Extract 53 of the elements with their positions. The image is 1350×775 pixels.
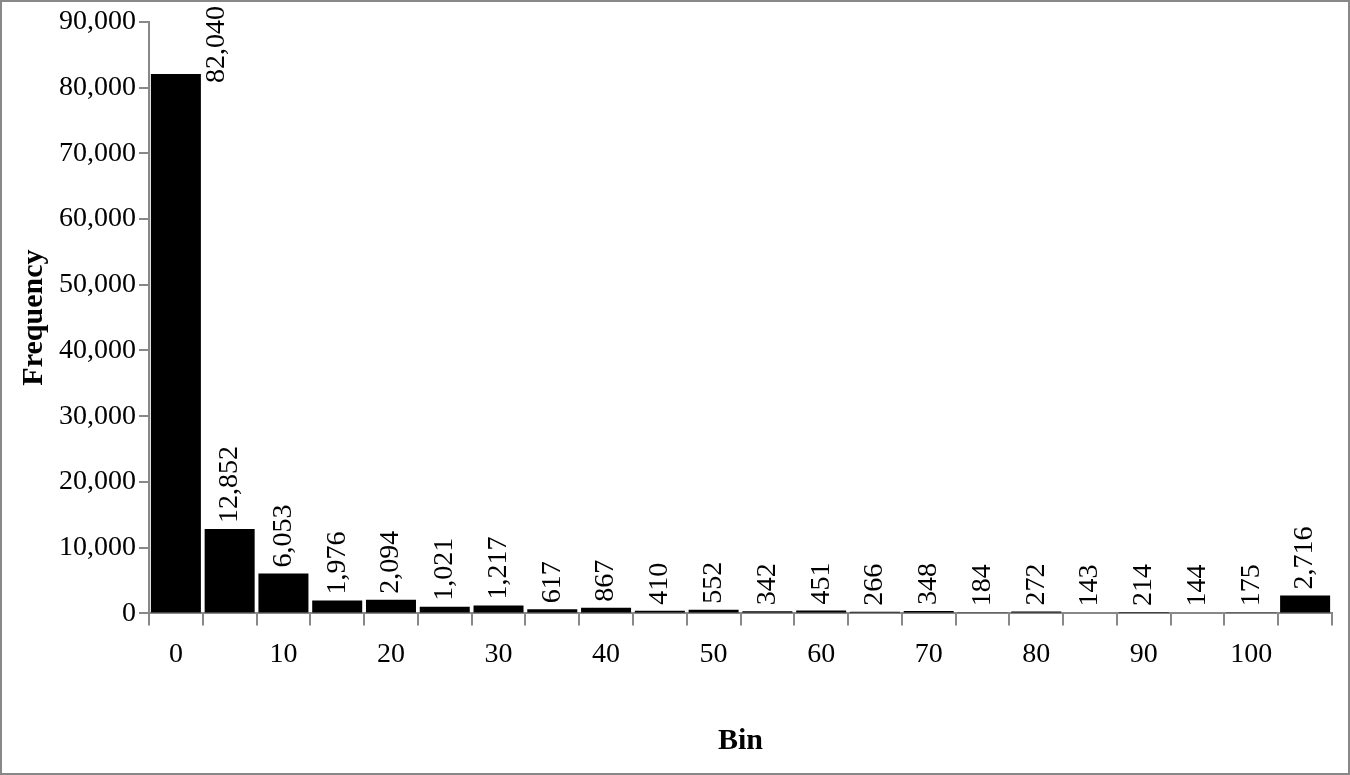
bar bbox=[312, 600, 363, 613]
data-label: 1,976 bbox=[319, 531, 351, 595]
bar bbox=[365, 599, 416, 613]
data-label: 266 bbox=[857, 563, 889, 606]
y-tick-label: 90,000 bbox=[59, 4, 136, 36]
y-axis-title: Frequency bbox=[14, 249, 48, 386]
data-label: 552 bbox=[695, 561, 727, 604]
x-tick-label: 30 bbox=[484, 636, 513, 668]
data-label: 175 bbox=[1233, 564, 1265, 607]
bar bbox=[258, 573, 309, 613]
data-label: 272 bbox=[1018, 563, 1050, 606]
data-label: 12,852 bbox=[212, 445, 244, 523]
data-label: 1,217 bbox=[480, 536, 512, 600]
bar bbox=[1280, 595, 1331, 613]
data-label: 410 bbox=[642, 562, 674, 605]
y-tick-label: 0 bbox=[122, 595, 136, 627]
data-label: 144 bbox=[1179, 564, 1211, 607]
bar bbox=[204, 528, 255, 613]
bar bbox=[527, 609, 578, 613]
data-label: 867 bbox=[588, 559, 620, 602]
y-tick-label: 30,000 bbox=[59, 398, 136, 430]
data-label: 214 bbox=[1126, 563, 1158, 606]
x-tick-label: 10 bbox=[269, 636, 298, 668]
x-tick-label: 50 bbox=[699, 636, 728, 668]
y-tick-label: 20,000 bbox=[59, 464, 136, 496]
x-tick-label: 90 bbox=[1129, 636, 1158, 668]
data-label: 184 bbox=[964, 564, 996, 607]
y-tick-label: 10,000 bbox=[59, 530, 136, 562]
bar bbox=[473, 605, 524, 613]
data-label: 2,716 bbox=[1287, 526, 1319, 590]
data-label: 451 bbox=[803, 562, 835, 605]
x-tick-label: 70 bbox=[914, 636, 943, 668]
y-tick-label: 50,000 bbox=[59, 267, 136, 299]
data-label: 6,053 bbox=[265, 504, 297, 568]
y-tick-label: 80,000 bbox=[59, 69, 136, 101]
y-tick-label: 40,000 bbox=[59, 332, 136, 364]
x-axis-title: Bin bbox=[717, 721, 764, 755]
data-label: 348 bbox=[911, 563, 943, 606]
data-label: 2,094 bbox=[373, 530, 405, 594]
y-tick-label: 60,000 bbox=[59, 201, 136, 233]
data-label: 143 bbox=[1072, 564, 1104, 607]
x-tick-label: 20 bbox=[376, 636, 405, 668]
x-tick-label: 100 bbox=[1230, 636, 1273, 668]
x-tick-label: 80 bbox=[1022, 636, 1051, 668]
data-label: 82,040 bbox=[199, 6, 231, 83]
data-label: 1,021 bbox=[427, 537, 459, 601]
y-tick-label: 70,000 bbox=[59, 135, 136, 167]
bar bbox=[150, 74, 201, 613]
data-label: 617 bbox=[534, 561, 566, 604]
x-tick-label: 40 bbox=[592, 636, 621, 668]
data-label: 342 bbox=[749, 563, 781, 606]
x-tick-label: 0 bbox=[168, 636, 183, 668]
x-tick-label: 60 bbox=[807, 636, 836, 668]
